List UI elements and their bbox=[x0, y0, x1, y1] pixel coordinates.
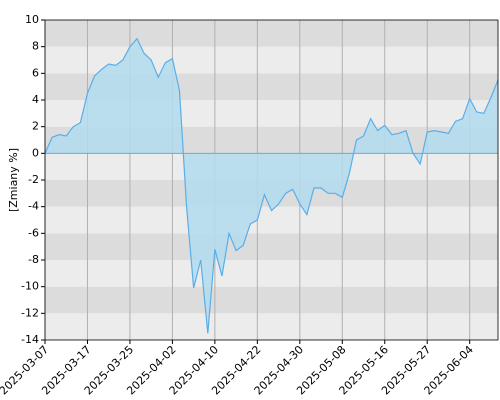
plot-frame bbox=[44, 19, 499, 341]
line bbox=[44, 37, 499, 334]
y-tick-label: -12 bbox=[21, 306, 39, 319]
y-tick-label: 4 bbox=[32, 93, 39, 106]
background-band bbox=[45, 20, 498, 47]
y-tick-label: 10 bbox=[25, 13, 39, 26]
background-band bbox=[45, 233, 498, 260]
y-tick-label: -6 bbox=[28, 226, 39, 239]
y-axis-label: [Zmiany %] bbox=[7, 148, 20, 212]
y-tick-label: -8 bbox=[28, 253, 39, 266]
y-tick-label: 8 bbox=[32, 40, 39, 53]
background-band bbox=[45, 313, 498, 340]
y-tick-label: 6 bbox=[32, 66, 39, 79]
y-tick-label: -4 bbox=[28, 200, 39, 213]
y-tick-label: -14 bbox=[21, 333, 39, 346]
y-tick-label: 2 bbox=[32, 120, 39, 133]
y-tick-label: -2 bbox=[28, 173, 39, 186]
background-band bbox=[45, 286, 498, 314]
y-tick-label: 0 bbox=[32, 146, 39, 159]
y-tick-label: -10 bbox=[21, 280, 39, 293]
background-band bbox=[45, 260, 498, 287]
area-fill bbox=[45, 38, 498, 334]
